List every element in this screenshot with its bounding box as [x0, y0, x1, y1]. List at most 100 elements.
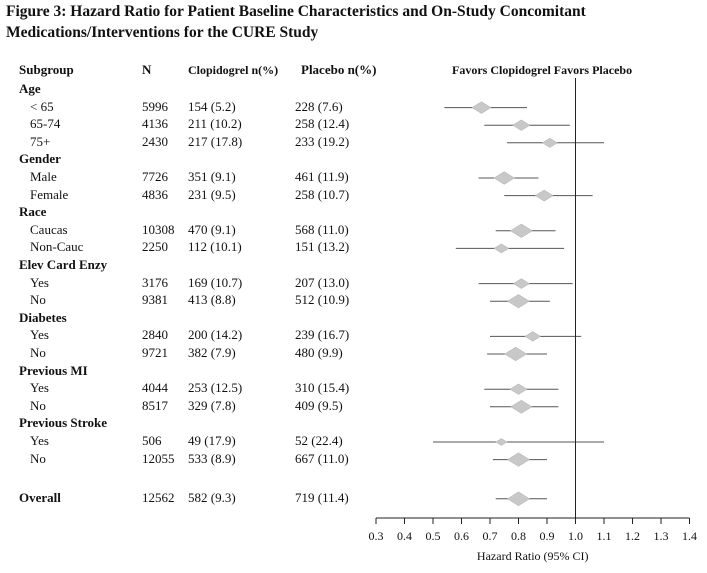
row-n: 8517	[142, 397, 168, 413]
table-row: < 65 5996 154 (5.2) 228 (7.6)	[0, 99, 420, 116]
row-n: 7726	[142, 169, 168, 184]
row-placebo: 719 (11.4)	[295, 489, 349, 505]
group-heading: Gender	[19, 151, 61, 167]
table-row: 75+ 2430 217 (17.8) 233 (19.2)	[0, 134, 420, 151]
row-placebo: 239 (16.7)	[295, 327, 350, 343]
row-placebo: 568 (11.0)	[295, 221, 349, 237]
group-heading: Age	[19, 81, 41, 96]
x-tick-label: 0.9	[540, 529, 555, 543]
row-n: 2430	[142, 133, 168, 149]
hr-marker	[493, 243, 510, 254]
table-row: Yes 506 49 (17.9) 52 (22.4)	[0, 433, 420, 450]
row-placebo: 512 (10.9)	[295, 292, 350, 308]
row-placebo: 258 (12.4)	[295, 116, 350, 132]
x-tick-label: 1.2	[625, 529, 640, 543]
table-row: Yes 2840 200 (14.2) 239 (16.7)	[0, 327, 420, 344]
header-subgroup: Subgroup	[19, 62, 74, 77]
row-placebo: 310 (15.4)	[295, 380, 350, 396]
x-tick-label: 0.7	[483, 529, 498, 543]
x-axis-label: Hazard Ratio (95% CI)	[477, 549, 589, 563]
row-label: No	[30, 450, 46, 466]
overall-row: Overall 12562 582 (9.3) 719 (11.4)	[0, 490, 420, 507]
table-row: Yes 4044 253 (12.5) 310 (15.4)	[0, 380, 420, 397]
row-clopidogrel: 169 (10.7)	[188, 274, 243, 290]
row-label: < 65	[30, 98, 54, 114]
row-placebo: 233 (19.2)	[295, 133, 350, 149]
row-label: Male	[30, 169, 57, 184]
row-placebo: 409 (9.5)	[295, 397, 343, 413]
row-placebo: 207 (13.0)	[295, 274, 350, 290]
row-label: No	[30, 345, 46, 360]
table-row: Caucas 10308 470 (9.1) 568 (11.0)	[0, 222, 420, 239]
row-n: 2840	[142, 327, 168, 343]
group-heading: Previous Stroke	[19, 415, 107, 431]
row-placebo: 258 (10.7)	[295, 186, 350, 202]
x-tick-label: 1.1	[597, 529, 612, 543]
header-clopidogrel: Clopidogrel n(%)	[188, 63, 279, 77]
row-label: Overall	[19, 489, 61, 505]
row-label: Yes	[30, 327, 49, 343]
row-placebo: 151 (13.2)	[295, 239, 350, 255]
row-clopidogrel: 351 (9.1)	[188, 169, 236, 184]
row-clopidogrel: 329 (7.8)	[188, 397, 236, 413]
header-placebo: Placebo n(%)	[301, 62, 377, 77]
row-placebo: 667 (11.0)	[295, 450, 349, 466]
row-clopidogrel: 382 (7.9)	[188, 345, 236, 360]
row-clopidogrel: 217 (17.8)	[188, 133, 243, 149]
hr-marker	[509, 383, 528, 395]
row-n: 3176	[142, 274, 168, 290]
table-row: No 12055 533 (8.9) 667 (11.0)	[0, 451, 420, 468]
row-placebo: 480 (9.9)	[295, 345, 343, 360]
hr-marker	[507, 452, 530, 467]
row-label: Yes	[30, 274, 49, 290]
row-clopidogrel: 49 (17.9)	[188, 433, 236, 448]
row-clopidogrel: 112 (10.1)	[188, 239, 242, 255]
table-row: No 9721 382 (7.9) 480 (9.9)	[0, 345, 420, 362]
table-row: No 8517 329 (7.8) 409 (9.5)	[0, 398, 420, 415]
hr-marker	[541, 137, 558, 148]
row-n: 12562	[142, 489, 175, 505]
row-placebo: 461 (11.9)	[295, 169, 349, 184]
row-n: 10308	[142, 221, 175, 237]
hr-marker	[504, 346, 528, 362]
row-clopidogrel: 154 (5.2)	[188, 98, 236, 114]
group-heading: Diabetes	[19, 309, 67, 325]
row-n: 9381	[142, 292, 168, 308]
x-tick-label: 1.3	[654, 529, 669, 543]
hr-marker	[507, 491, 530, 507]
header-favors: Favors Clopidogrel Favors Placebo	[452, 63, 633, 77]
row-clopidogrel: 533 (8.9)	[188, 450, 236, 466]
row-clopidogrel: 200 (14.2)	[188, 327, 243, 343]
x-tick-label: 0.3	[369, 529, 384, 543]
x-tick-label: 0.8	[511, 529, 526, 543]
row-clopidogrel: 211 (10.2)	[188, 116, 242, 132]
row-placebo: 52 (22.4)	[295, 433, 343, 448]
row-n: 4836	[142, 186, 168, 202]
hr-marker	[493, 171, 516, 185]
hr-marker	[512, 119, 531, 131]
row-label: No	[30, 292, 46, 308]
row-n: 12055	[142, 450, 175, 466]
row-n: 4044	[142, 380, 168, 396]
hr-marker	[524, 331, 542, 342]
hr-marker	[495, 438, 508, 446]
table-row: Male 7726 351 (9.1) 461 (11.9)	[0, 169, 420, 186]
hr-marker	[510, 399, 533, 414]
row-label: Female	[30, 186, 69, 202]
row-label: Yes	[30, 380, 49, 396]
row-label: Non-Cauc	[30, 239, 84, 255]
x-tick-label: 0.4	[397, 529, 412, 543]
group-heading: Previous MI	[19, 362, 88, 378]
row-n: 5996	[142, 98, 168, 114]
table-row: Female 4836 231 (9.5) 258 (10.7)	[0, 187, 420, 204]
figure-title: Figure 3: Hazard Ratio for Patient Basel…	[6, 3, 586, 41]
row-clopidogrel: 413 (8.8)	[188, 292, 236, 308]
row-label: 65-74	[30, 116, 61, 132]
table-row: 65-74 4136 211 (10.2) 258 (12.4)	[0, 116, 420, 133]
header-n: N	[142, 62, 152, 77]
hr-marker	[471, 101, 492, 114]
table-row: Non-Cauc 2250 112 (10.1) 151 (13.2)	[0, 239, 420, 256]
row-label: Yes	[30, 433, 49, 448]
table-row: Yes 3176 169 (10.7) 207 (13.0)	[0, 275, 420, 292]
row-clopidogrel: 582 (9.3)	[188, 489, 236, 505]
